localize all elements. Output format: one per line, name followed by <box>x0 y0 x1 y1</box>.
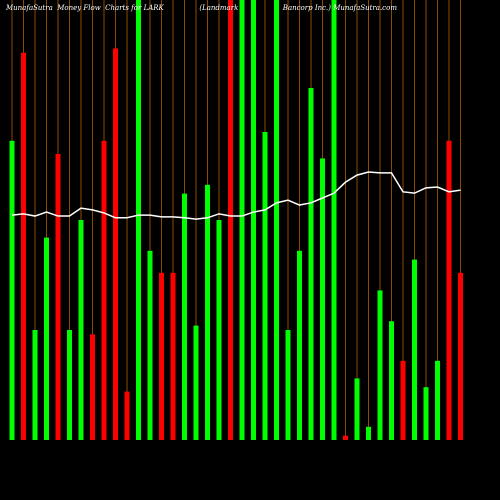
bar <box>101 140 107 441</box>
bar <box>354 378 360 440</box>
bar <box>377 290 383 440</box>
bar <box>297 250 302 440</box>
bar <box>412 259 417 440</box>
bar <box>147 250 153 440</box>
money-flow-line <box>11 171 461 220</box>
bar <box>113 48 118 441</box>
bar <box>124 391 130 440</box>
bar <box>389 321 394 440</box>
bar <box>159 272 164 440</box>
bar <box>182 193 187 440</box>
bar <box>170 272 176 440</box>
bar <box>78 220 84 440</box>
bar <box>239 0 245 440</box>
bar <box>216 220 222 440</box>
bar <box>193 325 199 440</box>
bar <box>285 330 291 440</box>
bar <box>446 140 452 441</box>
bar <box>136 0 141 440</box>
chart-title: MunafaSutra Money Flow Charts for LARK (… <box>5 4 397 12</box>
bar <box>331 0 337 440</box>
bar <box>21 52 26 441</box>
bar <box>90 334 95 440</box>
bar <box>423 387 429 440</box>
bar <box>400 360 406 440</box>
bar <box>308 88 314 440</box>
bar <box>9 140 15 441</box>
bar <box>55 154 61 440</box>
bar <box>32 330 38 440</box>
bar <box>458 272 463 440</box>
bar <box>274 0 279 440</box>
bar <box>251 0 256 440</box>
bar <box>343 435 348 440</box>
bar <box>67 330 72 440</box>
bar <box>366 426 371 440</box>
bar <box>262 132 268 440</box>
bar <box>44 237 49 440</box>
bars <box>9 0 463 441</box>
bar <box>435 360 440 440</box>
bar <box>205 184 210 440</box>
bar <box>320 158 325 440</box>
bar <box>228 0 233 440</box>
